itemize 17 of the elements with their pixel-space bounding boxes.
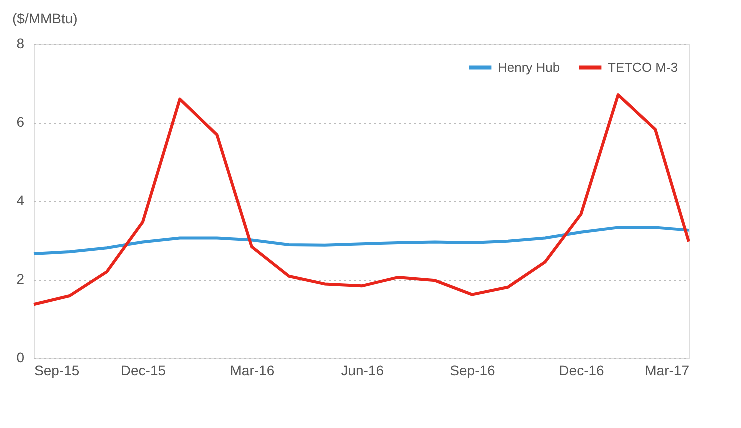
y-tick-label: 6 (16, 114, 25, 130)
y-axis-title: ($/MMBtu) (12, 10, 78, 26)
x-tick-label: Jun-16 (341, 362, 384, 378)
y-tick-label: 4 (16, 192, 25, 208)
x-tick-label: Sep-16 (450, 362, 496, 378)
legend-label: TETCO M-3 (608, 60, 678, 75)
x-tick-label: Dec-16 (559, 362, 605, 378)
line-series (32, 226, 690, 256)
x-tick-label: Dec-15 (120, 362, 166, 378)
y-tick-label: 2 (16, 271, 25, 287)
x-tick-label: Mar-17 (645, 362, 690, 378)
x-tick-label: Sep-15 (34, 362, 80, 378)
legend-label: Henry Hub (498, 60, 560, 75)
y-tick-label: 8 (16, 36, 25, 52)
line-series (32, 94, 690, 306)
x-tick-label: Mar-16 (230, 362, 275, 378)
y-tick-label: 0 (16, 350, 25, 366)
